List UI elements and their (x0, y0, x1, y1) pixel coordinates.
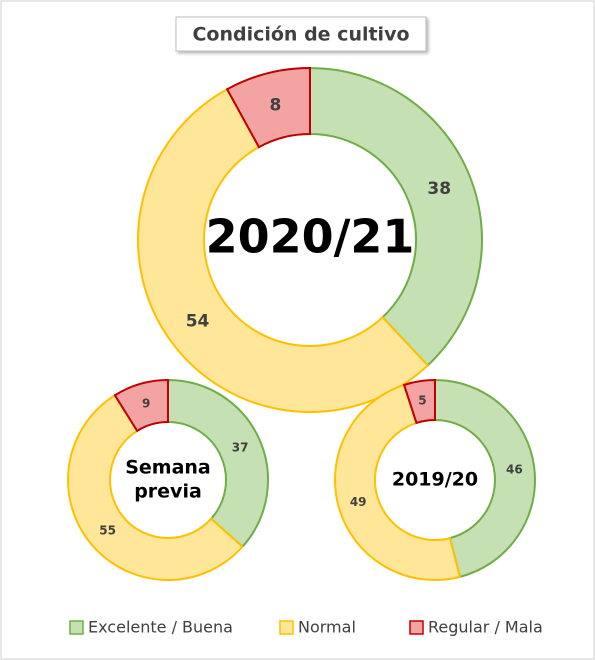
data-label: 55 (99, 523, 116, 537)
data-label: 38 (427, 179, 451, 199)
legend-label: Excelente / Buena (88, 618, 233, 637)
donut-slice (167, 378, 269, 549)
center-label: Semana (125, 457, 211, 479)
donut-slice (225, 66, 311, 149)
title-box (175, 16, 427, 52)
data-label: 9 (142, 397, 150, 411)
legend-label: Regular / Mala (428, 618, 543, 637)
donut-slice (113, 378, 169, 433)
donut-slice (334, 383, 462, 581)
legend-swatch (279, 620, 294, 635)
data-label: 5 (418, 393, 426, 407)
donut-slice (309, 66, 483, 367)
legend-label: Normal (298, 618, 356, 637)
data-label: 54 (186, 312, 210, 332)
chart-title: Condición de cultivo (192, 24, 409, 46)
donut-slice (434, 378, 536, 579)
center-label: previa (134, 481, 202, 503)
data-label: 49 (350, 495, 367, 509)
center-label: 2019/20 (392, 469, 478, 491)
data-label: 8 (270, 95, 282, 115)
donut-slice (137, 87, 430, 413)
data-label: 37 (232, 440, 249, 454)
legend-swatch (409, 620, 424, 635)
donut-slice (402, 378, 436, 425)
center-label: 2020/21 (206, 210, 415, 264)
data-label: 46 (506, 462, 523, 476)
donut-slice (67, 393, 244, 581)
legend-swatch (69, 620, 84, 635)
